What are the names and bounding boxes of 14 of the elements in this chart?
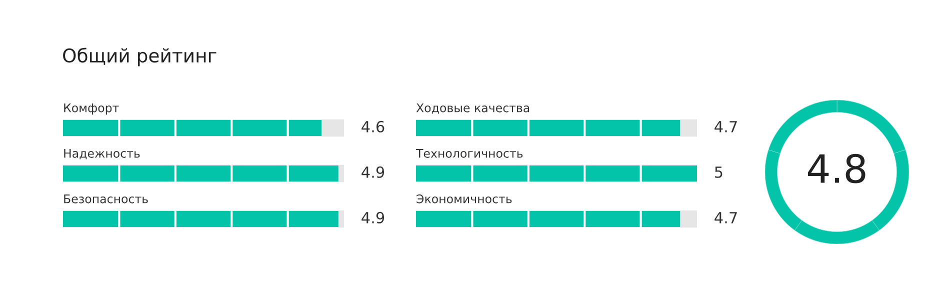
data-label: 4.9 — [362, 212, 384, 224]
y-tick-label: Ходовые качества — [416, 104, 530, 114]
y-tick-label: Экономичность — [416, 194, 512, 204]
data-label: 4.7 — [714, 212, 737, 224]
data-label: 4.7 — [714, 121, 737, 132]
text: 4.8 — [808, 154, 866, 184]
data-label: 4.9 — [362, 166, 384, 178]
y-tick-label: Технологичность — [416, 149, 523, 158]
y-tick-label: Безопасность — [64, 194, 148, 204]
y-tick-label: Надежность — [64, 149, 140, 160]
data-label: 4.6 — [362, 120, 384, 132]
y-tick-label: Комфорт — [64, 104, 119, 115]
data-label: 5 — [715, 166, 722, 178]
chart-title: Общий рейтинг — [63, 48, 216, 66]
